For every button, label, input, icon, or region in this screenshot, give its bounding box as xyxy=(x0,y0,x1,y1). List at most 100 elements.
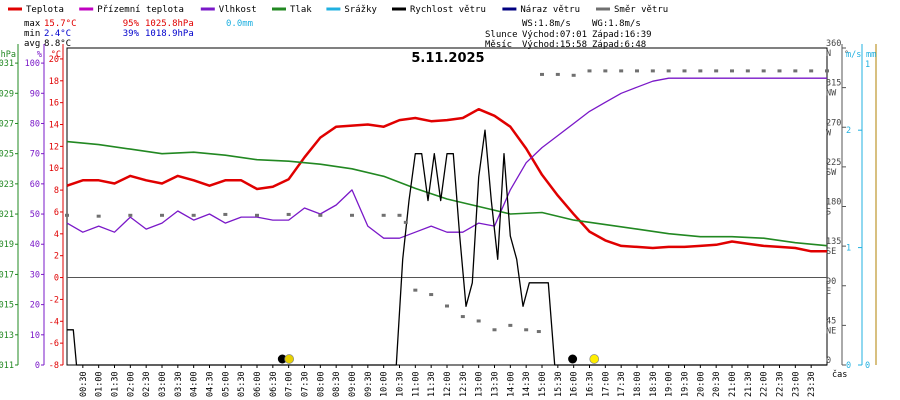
stat-pressure: 1018.9hPa xyxy=(145,29,194,39)
dir-tick-label: 180 xyxy=(826,198,841,208)
mm-tick-label: 0 xyxy=(865,361,870,371)
dir-tick-label: 135 xyxy=(826,237,841,247)
series-směr-větru-point xyxy=(160,213,164,217)
temp-tick-label: 12 xyxy=(49,142,59,152)
series-směr-větru-point xyxy=(318,213,323,217)
x-tick-label: 05:00 xyxy=(221,371,231,397)
x-tick-label: 08:30 xyxy=(332,371,342,397)
series-směr-větru-point xyxy=(429,293,434,297)
x-tick-label: 06:00 xyxy=(253,371,263,397)
temp-tick-label: -8 xyxy=(49,361,59,371)
stat-humidity: 39% xyxy=(123,29,140,39)
x-tick-label: 23:30 xyxy=(807,371,817,397)
x-tick-label: 03:00 xyxy=(158,371,168,397)
x-tick-label: 07:30 xyxy=(301,371,311,397)
ms-tick-label: 2 xyxy=(846,126,851,136)
dir-compass-label: E xyxy=(826,287,831,297)
hpa-axis-unit: hPa xyxy=(1,50,16,60)
temp-tick-label: 4 xyxy=(54,230,59,240)
x-tick-label: 06:30 xyxy=(269,371,279,397)
temp-tick-label: -2 xyxy=(49,295,59,305)
moon-label: Měsíc xyxy=(485,40,512,50)
x-tick-label: 02:30 xyxy=(142,371,152,397)
sunrise-marker xyxy=(284,354,295,364)
stat-temp: 15.7°C xyxy=(44,19,77,29)
dir-compass-label: N xyxy=(826,49,831,59)
x-tick-label: 18:00 xyxy=(633,371,643,397)
x-tick-label: 22:00 xyxy=(760,371,770,397)
plot-frame xyxy=(66,47,828,366)
series-směr-větru-point xyxy=(825,69,829,73)
mm-tick-label: 1 xyxy=(865,60,870,70)
dir-tick-label: 315 xyxy=(826,79,841,89)
series-směr-větru-point xyxy=(350,213,354,217)
temp-tick-label: 20 xyxy=(49,55,59,65)
series-tlak xyxy=(66,140,828,247)
pct-tick-label: 10 xyxy=(30,331,40,341)
hpa-tick-label: 1013 xyxy=(0,331,14,341)
temp-tick-label: -4 xyxy=(49,317,59,327)
dir-tick-label: 270 xyxy=(826,118,841,128)
dir-tick-label: 0 xyxy=(826,356,831,366)
legend-label: Tlak xyxy=(290,5,312,15)
x-tick-label: 08:00 xyxy=(316,371,326,397)
temp-tick-label: 6 xyxy=(54,208,59,218)
x-tick-label: 04:30 xyxy=(206,371,216,397)
series-směr-větru-point xyxy=(540,72,544,76)
pct-axis-unit: % xyxy=(37,50,42,60)
x-tick-label: 12:30 xyxy=(459,371,469,397)
hpa-tick-label: 1015 xyxy=(0,301,14,311)
stat-wind-speed: WS:1.8m/s xyxy=(522,19,571,29)
series-směr-větru-point xyxy=(286,212,291,216)
pct-tick-label: 50 xyxy=(30,210,40,220)
x-axis-label: čas xyxy=(832,369,847,380)
sun-rise: Východ:07:01 xyxy=(522,30,587,40)
temp-tick-label: 10 xyxy=(49,164,59,174)
x-tick-label: 11:30 xyxy=(427,371,437,397)
series-směr-větru-point xyxy=(476,319,481,323)
series-směr-větru-point xyxy=(793,69,798,73)
x-tick-label: 15:30 xyxy=(554,371,564,397)
x-tick-label: 05:30 xyxy=(237,371,247,397)
temp-axis-unit: °C xyxy=(51,50,61,60)
hpa-tick-label: 1021 xyxy=(0,210,14,220)
x-tick-label: 21:00 xyxy=(728,371,738,397)
pct-tick-label: 0 xyxy=(35,361,40,371)
temp-tick-label: 0 xyxy=(54,274,59,284)
x-tick-label: 20:00 xyxy=(696,371,706,397)
hpa-tick-label: 1023 xyxy=(0,180,14,190)
moonrise-marker xyxy=(568,354,578,364)
x-tick-label: 10:00 xyxy=(380,371,390,397)
chart-title: 5.11.2025 xyxy=(411,51,484,66)
series-směr-větru-point xyxy=(381,213,386,217)
stat-label: max xyxy=(24,19,41,29)
ms-axis-unit: m/s xyxy=(846,50,861,60)
x-tick-label: 16:00 xyxy=(570,371,580,397)
series-směr-větru-point xyxy=(397,213,402,217)
series-směr-větru-point xyxy=(809,69,814,73)
hpa-tick-label: 1027 xyxy=(0,119,14,129)
temp-tick-label: 14 xyxy=(49,121,59,131)
stat-label: min xyxy=(24,29,40,39)
x-tick-label: 09:30 xyxy=(364,371,374,397)
x-tick-label: 16:30 xyxy=(586,371,596,397)
dir-tick-label: 90 xyxy=(826,277,836,287)
temp-tick-label: -6 xyxy=(49,339,59,349)
dir-tick-label: 360 xyxy=(826,39,841,49)
stat-wind-gust: WG:1.8m/s xyxy=(592,19,641,29)
sun-label: Slunce xyxy=(485,30,518,40)
temp-tick-label: 8 xyxy=(54,186,59,196)
series-směr-větru-point xyxy=(777,69,782,73)
series-směr-větru-point xyxy=(555,72,560,76)
ms-tick-label: 0 xyxy=(846,361,851,371)
x-tick-label: 13:00 xyxy=(475,371,485,397)
hpa-tick-label: 1031 xyxy=(0,59,14,69)
x-tick-label: 10:30 xyxy=(396,371,406,397)
x-tick-label: 12:00 xyxy=(443,371,453,397)
x-tick-label: 21:30 xyxy=(744,371,754,397)
series-směr-větru-point xyxy=(635,69,639,73)
dir-compass-label: NW xyxy=(826,89,837,99)
x-tick-label: 15:00 xyxy=(538,371,548,397)
